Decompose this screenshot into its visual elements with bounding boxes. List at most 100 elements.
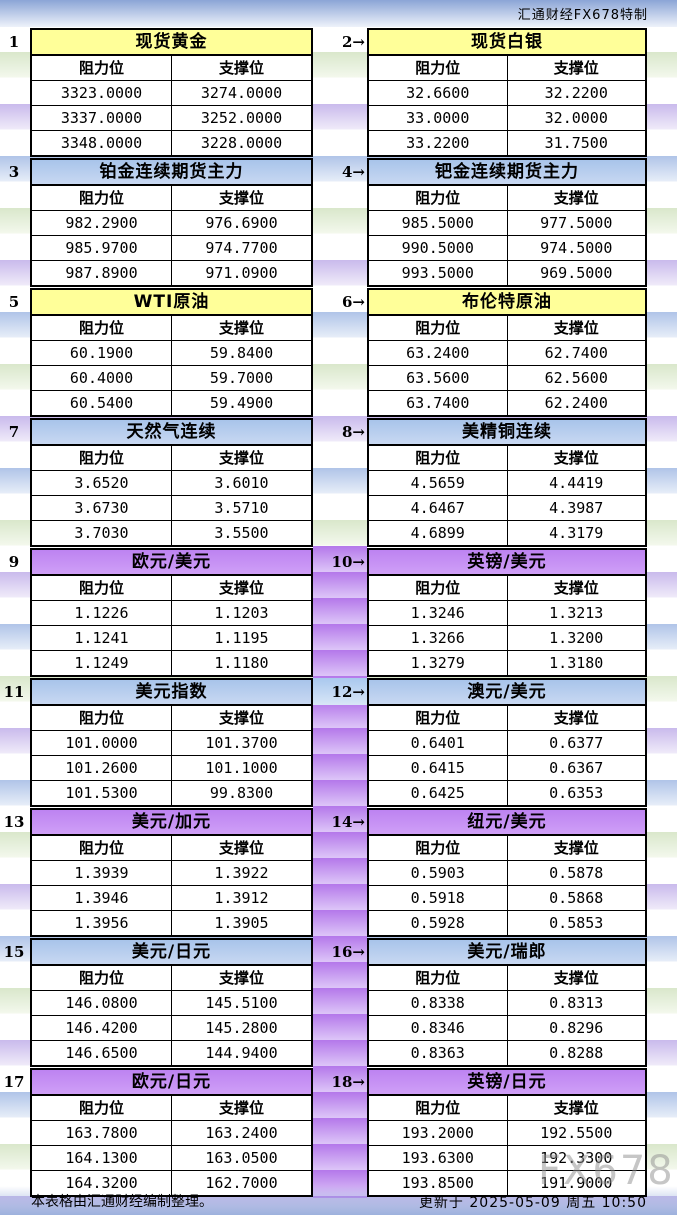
table-row: 993.5000 969.5000 [369, 261, 645, 285]
support-value: 59.7000 [209, 369, 274, 387]
resistance-value: 0.6425 [369, 781, 508, 805]
resistance-value: 146.0800 [32, 991, 172, 1015]
table-row: 990.5000 974.5000 [369, 236, 645, 261]
column-header-row: 阻力位 支撑位 [369, 446, 645, 471]
resistance-value: 0.8363 [369, 1041, 508, 1065]
table-row: 985.5000 977.5000 [369, 211, 645, 236]
resistance-value: 163.7800 [32, 1121, 172, 1145]
col-header-support: 支撑位 [553, 579, 599, 597]
column-header-row: 阻力位 支撑位 [369, 836, 645, 861]
resistance-value: 1.3279 [369, 651, 508, 675]
support-value: 1.3922 [214, 864, 269, 882]
col-header-support: 支撑位 [218, 1099, 264, 1117]
table-row: 1.3956 1.3905 [32, 911, 311, 935]
resistance-value: 987.8900 [32, 261, 172, 285]
col-header-support: 支撑位 [218, 839, 264, 857]
table-title: 欧元/日元 [32, 1070, 311, 1096]
resistance-value: 33.0000 [369, 106, 508, 130]
table-row: 193.2000 192.5500 [369, 1121, 645, 1146]
resistance-value: 101.0000 [32, 731, 172, 755]
table-row: 0.6401 0.6377 [369, 731, 645, 756]
support-value: 4.3179 [549, 524, 604, 542]
resistance-value: 4.6467 [369, 496, 508, 520]
resistance-value: 101.5300 [32, 781, 172, 805]
resistance-value: 0.5903 [369, 861, 508, 885]
column-header-row: 阻力位 支撑位 [369, 1096, 645, 1121]
resistance-value: 193.2000 [369, 1121, 508, 1145]
table-row: 101.2600 101.1000 [32, 756, 311, 781]
column-header-row: 阻力位 支撑位 [369, 186, 645, 211]
column-header-row: 阻力位 支撑位 [369, 56, 645, 81]
support-value: 969.5000 [540, 264, 613, 282]
resistance-value: 164.3200 [32, 1171, 172, 1195]
support-value: 4.4419 [549, 474, 604, 492]
support-value: 62.5600 [544, 369, 608, 387]
table-row: 987.8900 971.0900 [32, 261, 311, 285]
table-number-11: 11 [3, 683, 25, 701]
support-value: 62.2400 [544, 394, 608, 412]
col-header-support: 支撑位 [218, 709, 264, 727]
support-value: 974.5000 [540, 239, 613, 257]
table-number-6: 6→ [341, 293, 365, 311]
col-header-resistance: 阻力位 [32, 1096, 172, 1120]
table-7: 天然气连续 阻力位 支撑位 3.6520 3.6010 3.6730 3.5710 3.703… [30, 418, 313, 547]
support-value: 163.0500 [205, 1149, 278, 1167]
table-number-5: 5 [8, 293, 20, 311]
resistance-value: 4.5659 [369, 471, 508, 495]
table-11: 美元指数 阻力位 支撑位 101.0000 101.3700 101.2600 101.10… [30, 678, 313, 807]
updated-timestamp: 更新于 2025-05-09 周五 10:50 [418, 1195, 647, 1211]
table-5: WTI原油 阻力位 支撑位 60.1900 59.8400 60.4000 59.7000 6… [30, 288, 313, 417]
column-header-row: 阻力位 支撑位 [32, 1096, 311, 1121]
table-number-18: 18→ [331, 1073, 365, 1091]
table-title: 现货白银 [369, 30, 645, 56]
table-row: 193.6300 192.3300 [369, 1146, 645, 1171]
table-row: 0.5918 0.5868 [369, 886, 645, 911]
table-4: 钯金连续期货主力 阻力位 支撑位 985.5000 977.5000 990.5000 97… [367, 158, 647, 287]
table-row: 0.8346 0.8296 [369, 1016, 645, 1041]
support-value: 192.5500 [540, 1124, 613, 1142]
resistance-value: 1.1226 [32, 601, 172, 625]
col-header-resistance: 阻力位 [32, 56, 172, 80]
col-header-support: 支撑位 [553, 1099, 599, 1117]
table-3: 铂金连续期货主力 阻力位 支撑位 982.2900 976.6900 985.9700 97… [30, 158, 313, 287]
col-header-support: 支撑位 [218, 449, 264, 467]
col-header-resistance: 阻力位 [369, 706, 508, 730]
resistance-value: 60.4000 [32, 366, 172, 390]
col-header-resistance: 阻力位 [369, 316, 508, 340]
table-title: 天然气连续 [32, 420, 311, 446]
table-row: 0.5928 0.5853 [369, 911, 645, 935]
table-row: 4.6467 4.3987 [369, 496, 645, 521]
table-title: 美元指数 [32, 680, 311, 706]
resistance-value: 3.6520 [32, 471, 172, 495]
table-number-7: 7 [8, 423, 20, 441]
column-header-row: 阻力位 支撑位 [32, 56, 311, 81]
table-6: 布伦特原油 阻力位 支撑位 63.2400 62.7400 63.5600 62.5600 6… [367, 288, 647, 417]
support-value: 3.5710 [214, 499, 269, 517]
support-value: 0.5878 [549, 864, 604, 882]
col-header-resistance: 阻力位 [369, 576, 508, 600]
middle-blue-band [313, 678, 367, 705]
table-row: 60.5400 59.4900 [32, 391, 311, 415]
col-header-resistance: 阻力位 [32, 186, 172, 210]
top-gradient-band [0, 0, 677, 27]
resistance-value: 63.2400 [369, 341, 508, 365]
column-header-row: 阻力位 支撑位 [369, 576, 645, 601]
support-value: 1.1180 [214, 654, 269, 672]
table-15: 美元/日元 阻力位 支撑位 146.0800 145.5100 146.4200 145.2… [30, 938, 313, 1067]
support-value: 162.7000 [205, 1174, 278, 1192]
col-header-resistance: 阻力位 [369, 186, 508, 210]
table-8: 美精铜连续 阻力位 支撑位 4.5659 4.4419 4.6467 4.3987 4.689… [367, 418, 647, 547]
resistance-value: 3.6730 [32, 496, 172, 520]
col-header-resistance: 阻力位 [32, 706, 172, 730]
table-row: 3348.0000 3228.0000 [32, 131, 311, 155]
support-value: 163.2400 [205, 1124, 278, 1142]
col-header-resistance: 阻力位 [32, 966, 172, 990]
table-number-12: 12→ [331, 683, 365, 701]
table-title: 美精铜连续 [369, 420, 645, 446]
support-value: 3.6010 [214, 474, 269, 492]
table-title: 现货黄金 [32, 30, 311, 56]
resistance-value: 0.6401 [369, 731, 508, 755]
table-row: 164.1300 163.0500 [32, 1146, 311, 1171]
resistance-value: 1.3266 [369, 626, 508, 650]
